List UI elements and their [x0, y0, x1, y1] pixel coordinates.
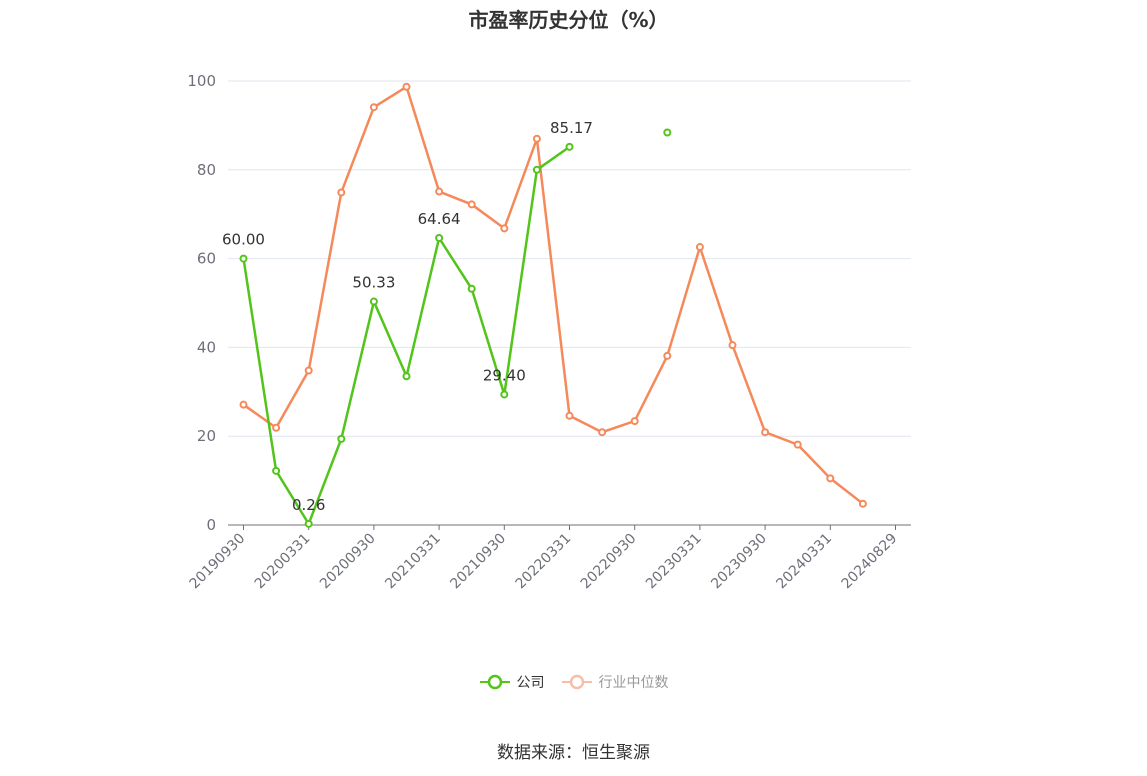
data-point[interactable] — [565, 142, 574, 151]
data-point[interactable] — [565, 411, 574, 420]
data-point[interactable] — [695, 243, 704, 252]
data-label: 85.17 — [550, 119, 593, 137]
y-tick-label: 100 — [187, 72, 216, 90]
data-point[interactable] — [304, 366, 313, 375]
legend-company-marker — [479, 674, 510, 690]
data-label: 60.00 — [222, 231, 265, 249]
data-point[interactable] — [337, 434, 346, 443]
legend-item-industry[interactable]: 行业中位数 — [561, 672, 669, 692]
series-layer — [239, 82, 867, 528]
data-label: 50.33 — [352, 274, 395, 292]
data-point[interactable] — [337, 188, 346, 197]
data-point[interactable] — [793, 440, 802, 449]
x-tick-label: 20230930 — [708, 531, 770, 593]
series-line-1 — [242, 85, 864, 505]
y-axis-ticks: 0 20 40 60 80 100 — [187, 72, 216, 534]
data-point[interactable] — [858, 499, 867, 508]
y-tick-label: 0 — [206, 516, 216, 534]
data-point[interactable] — [826, 474, 835, 483]
data-point[interactable] — [435, 187, 444, 196]
data-source: 数据来源：恒生聚源 — [497, 743, 650, 763]
x-tick-label: 20230331 — [643, 531, 705, 593]
data-point[interactable] — [598, 428, 607, 437]
data-point[interactable] — [272, 423, 281, 432]
data-point[interactable] — [239, 400, 248, 409]
x-tick-label: 20210331 — [382, 531, 444, 593]
data-point[interactable] — [402, 82, 411, 91]
x-tick-label: 20210930 — [447, 531, 509, 593]
y-tick-label: 40 — [197, 338, 216, 356]
x-tick-label: 20240331 — [773, 531, 835, 593]
data-point[interactable] — [663, 351, 672, 360]
data-point[interactable] — [532, 165, 541, 174]
x-axis: 20190930 20200331 20200930 20210331 20210930… — [187, 524, 911, 593]
data-point[interactable] — [761, 428, 770, 437]
legend: 公司 行业中位数 — [0, 672, 1147, 692]
legend-industry-marker — [561, 674, 592, 690]
y-tick-label: 60 — [197, 250, 216, 268]
data-point[interactable] — [630, 417, 639, 426]
data-point[interactable] — [500, 390, 509, 399]
data-point[interactable] — [532, 134, 541, 143]
data-point[interactable] — [272, 466, 281, 475]
legend-item-company[interactable]: 公司 — [479, 672, 545, 692]
y-tick-label: 20 — [197, 427, 216, 445]
data-point[interactable] — [467, 284, 476, 293]
legend-industry-label: 行业中位数 — [598, 675, 669, 691]
data-point[interactable] — [728, 341, 737, 350]
data-point[interactable] — [239, 254, 248, 263]
data-labels: 60.00 0.26 50.33 64.64 29.40 85.17 — [222, 119, 593, 514]
x-tick-label: 20240829 — [839, 531, 901, 593]
data-point[interactable] — [369, 297, 378, 306]
series-line-0 — [242, 145, 571, 526]
data-point[interactable] — [304, 519, 313, 528]
data-point[interactable] — [369, 103, 378, 112]
data-point[interactable] — [435, 233, 444, 242]
data-label: 64.64 — [418, 210, 461, 228]
chart-title: 市盈率历史分位（%） — [468, 8, 669, 32]
data-point[interactable] — [663, 128, 672, 137]
data-point[interactable] — [500, 224, 509, 233]
x-tick-label: 20200331 — [252, 531, 314, 593]
y-tick-label: 80 — [197, 161, 216, 179]
data-point[interactable] — [402, 372, 411, 381]
data-label: 29.40 — [483, 366, 526, 384]
x-tick-label: 20220331 — [513, 531, 575, 593]
data-point[interactable] — [467, 200, 476, 209]
x-tick-label: 20190930 — [187, 531, 249, 593]
data-label: 0.26 — [292, 496, 325, 514]
x-tick-label: 20200930 — [317, 531, 379, 593]
legend-company-label: 公司 — [516, 675, 545, 691]
x-tick-label: 20220930 — [578, 531, 640, 593]
